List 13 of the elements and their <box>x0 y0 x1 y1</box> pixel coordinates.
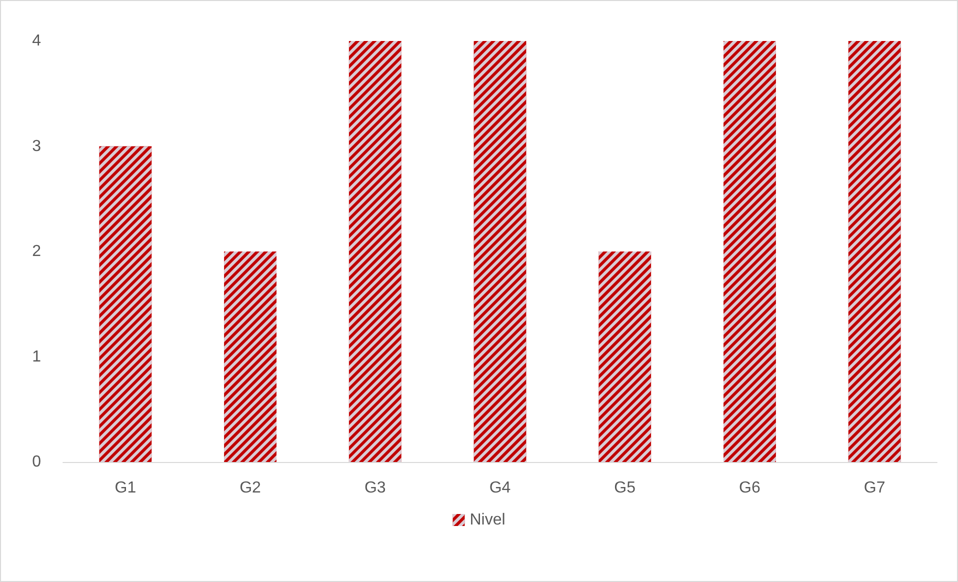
x-tick-label: G4 <box>489 480 511 496</box>
y-tick-label: 4 <box>32 32 42 50</box>
y-tick-label: 0 <box>32 454 42 470</box>
legend-label: Nivel <box>470 512 506 528</box>
y-tick-label: 2 <box>32 243 42 260</box>
y-tick-label: 1 <box>32 348 42 366</box>
x-tick-label: G7 <box>864 480 886 496</box>
x-tick-label: G6 <box>739 480 760 496</box>
x-tick-label: G3 <box>364 480 386 496</box>
x-tick-label: G2 <box>240 480 262 496</box>
y-tick-label: 3 <box>32 138 42 155</box>
x-tick-label: G5 <box>614 480 636 496</box>
x-tick-label: G1 <box>114 480 136 496</box>
